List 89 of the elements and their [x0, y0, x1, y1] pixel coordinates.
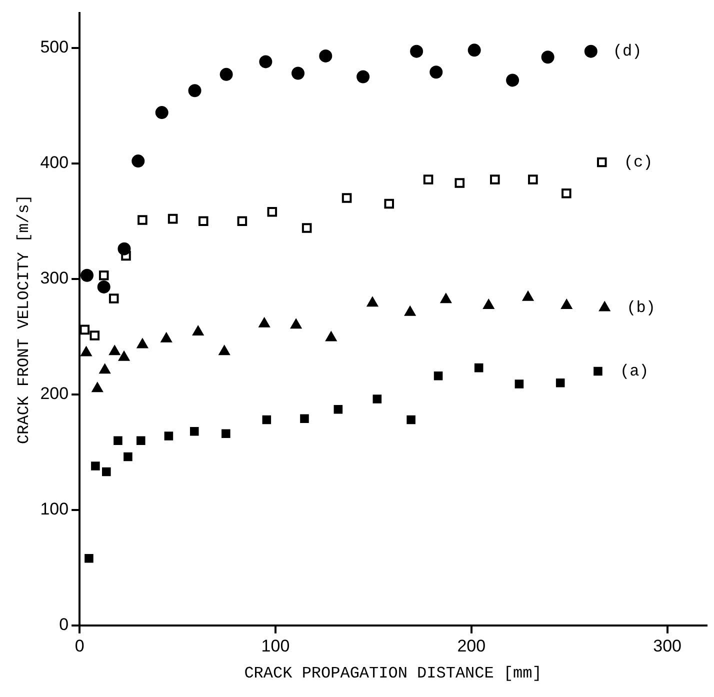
point	[102, 467, 111, 476]
x-tick-label: 0	[74, 636, 84, 656]
y-tick-label: 500	[40, 38, 69, 57]
y-axis-title: CRACK FRONT VELOCITY [m/s]	[14, 194, 33, 444]
point	[198, 216, 208, 226]
point	[259, 55, 272, 68]
point	[556, 378, 565, 388]
point	[598, 301, 610, 312]
x-tick-label: 100	[261, 636, 290, 656]
point	[541, 50, 554, 64]
y-tick-label: 200	[40, 384, 69, 404]
point	[372, 394, 382, 404]
point	[118, 350, 130, 361]
point	[97, 280, 110, 294]
point	[300, 414, 309, 424]
point	[342, 193, 352, 203]
point	[190, 426, 199, 436]
point	[124, 452, 132, 462]
series-label: (b)	[626, 298, 656, 317]
point	[366, 296, 378, 307]
point	[404, 306, 416, 316]
point	[468, 44, 481, 57]
series-label: (a)	[620, 362, 649, 381]
point	[584, 44, 598, 58]
point	[434, 372, 443, 380]
point	[292, 66, 305, 80]
point	[118, 242, 131, 256]
point	[423, 174, 434, 184]
point	[90, 330, 100, 340]
point	[528, 174, 538, 184]
point	[440, 293, 452, 304]
series-label: (c)	[624, 153, 653, 172]
y-tick-label: 300	[40, 268, 69, 288]
point	[506, 74, 520, 87]
point	[410, 44, 424, 58]
point	[237, 216, 248, 226]
point	[132, 154, 145, 168]
point	[356, 70, 370, 84]
series-label: (d)	[612, 42, 642, 61]
point	[267, 206, 278, 217]
point	[384, 198, 394, 209]
y-tick-label: 0	[59, 615, 69, 634]
point	[136, 338, 148, 348]
point	[490, 174, 500, 184]
point	[430, 66, 443, 79]
x-tick-label: 200	[457, 636, 486, 656]
point	[91, 462, 100, 470]
point	[319, 49, 332, 62]
point	[80, 268, 94, 282]
point	[108, 345, 120, 356]
point	[108, 294, 119, 304]
point	[325, 331, 337, 342]
point	[99, 364, 111, 374]
point	[98, 270, 109, 280]
point	[192, 326, 204, 336]
x-tick-label: 300	[653, 636, 682, 656]
point	[482, 298, 494, 309]
point	[302, 223, 312, 233]
point	[136, 436, 146, 445]
point	[560, 298, 572, 309]
point	[474, 363, 484, 372]
point	[138, 215, 148, 225]
y-tick-label: 100	[40, 500, 69, 519]
point	[218, 345, 230, 356]
point	[262, 415, 272, 424]
point	[406, 415, 416, 424]
point	[80, 346, 92, 356]
point	[188, 84, 202, 98]
point	[114, 436, 122, 445]
x-axis-title: CRACK PROPAGATION DISTANCE [mm]	[244, 664, 542, 683]
point	[155, 106, 168, 120]
point	[84, 554, 94, 563]
point	[160, 332, 172, 342]
y-tick-label: 400	[40, 153, 69, 172]
point	[164, 432, 174, 440]
point	[594, 366, 602, 376]
point	[514, 380, 524, 388]
point	[522, 290, 534, 301]
point	[222, 429, 230, 438]
point	[92, 382, 104, 392]
point	[596, 157, 607, 168]
point	[258, 317, 270, 328]
point	[80, 324, 90, 335]
point	[168, 214, 178, 224]
point	[290, 318, 302, 329]
point	[220, 68, 233, 81]
point	[454, 178, 465, 188]
point	[334, 405, 343, 414]
point	[562, 188, 572, 198]
